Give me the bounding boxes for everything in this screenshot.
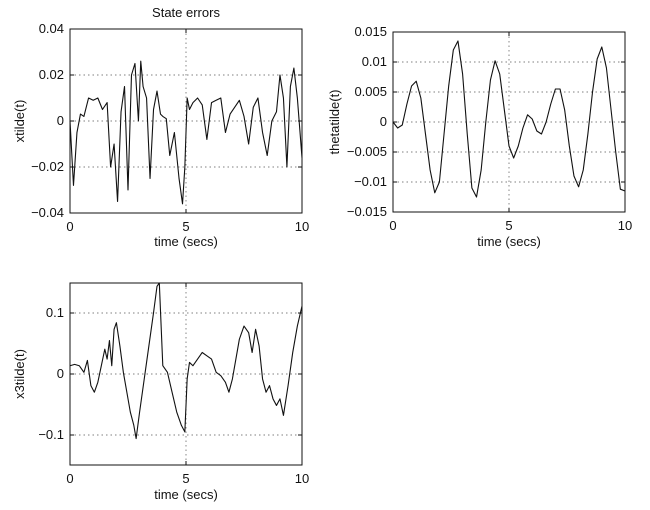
y-tick-label: 0.1 [46, 305, 64, 320]
x-tick-label: 5 [505, 218, 512, 233]
x-tick-labels: 0 5 10 [66, 219, 309, 234]
series-line-x3tilde [69, 282, 303, 440]
x-tick-label: 10 [295, 471, 309, 486]
x-tick-labels: 0 5 10 [66, 471, 309, 486]
x-tick-label: 0 [389, 218, 396, 233]
x-axis-label: time (secs) [154, 487, 218, 502]
y-axis-label: thetatilde(t) [327, 89, 342, 154]
xtilde-panel: State errors 0.04 0.02 0 −0.02 [12, 5, 309, 249]
y-tick-label: 0 [57, 113, 64, 128]
y-tick-label: −0.1 [38, 427, 64, 442]
series-line-thetatilde [392, 40, 626, 198]
chart-title: State errors [152, 5, 220, 20]
y-tick-label: 0 [380, 114, 387, 129]
x-tick-label: 0 [66, 471, 73, 486]
x-tick-labels: 0 5 10 [389, 218, 632, 233]
x-axis-label: time (secs) [154, 234, 218, 249]
tick-marks [393, 32, 625, 212]
x-tick-label: 5 [182, 219, 189, 234]
y-tick-label: 0.02 [39, 67, 64, 82]
y-tick-labels: 0.015 0.01 0.005 0 −0.005 −0.01 −0.015 [347, 24, 387, 219]
grid-lines [393, 32, 625, 212]
series-line-xtilde [69, 60, 303, 205]
x-tick-label: 10 [295, 219, 309, 234]
y-tick-label: −0.02 [31, 159, 64, 174]
y-axis-label: xtilde(t) [12, 100, 27, 143]
y-tick-label: −0.01 [354, 174, 387, 189]
y-axis-label: x3tilde(t) [12, 349, 27, 399]
x-tick-label: 0 [66, 219, 73, 234]
x-axis-label: time (secs) [477, 234, 541, 249]
y-tick-labels: 0.04 0.02 0 −0.02 −0.04 [31, 21, 64, 220]
y-tick-label: 0.01 [362, 54, 387, 69]
x-tick-label: 10 [618, 218, 632, 233]
grid-lines [70, 283, 302, 465]
y-tick-label: 0.005 [354, 84, 387, 99]
x-tick-label: 5 [182, 471, 189, 486]
x3tilde-panel: 0.1 0 −0.1 0 5 10 time (secs) x3tilde(t) [12, 282, 309, 502]
y-tick-label: −0.005 [347, 144, 387, 159]
y-tick-label: 0.04 [39, 21, 64, 36]
thetatilde-panel: 0.015 0.01 0.005 0 −0.005 −0.01 −0.015 0… [327, 24, 632, 249]
y-tick-labels: 0.1 0 −0.1 [38, 305, 64, 442]
y-tick-label: 0.015 [354, 24, 387, 39]
grid-lines [70, 29, 302, 213]
y-tick-label: 0 [57, 366, 64, 381]
y-tick-label: −0.04 [31, 205, 64, 220]
y-tick-label: −0.015 [347, 204, 387, 219]
